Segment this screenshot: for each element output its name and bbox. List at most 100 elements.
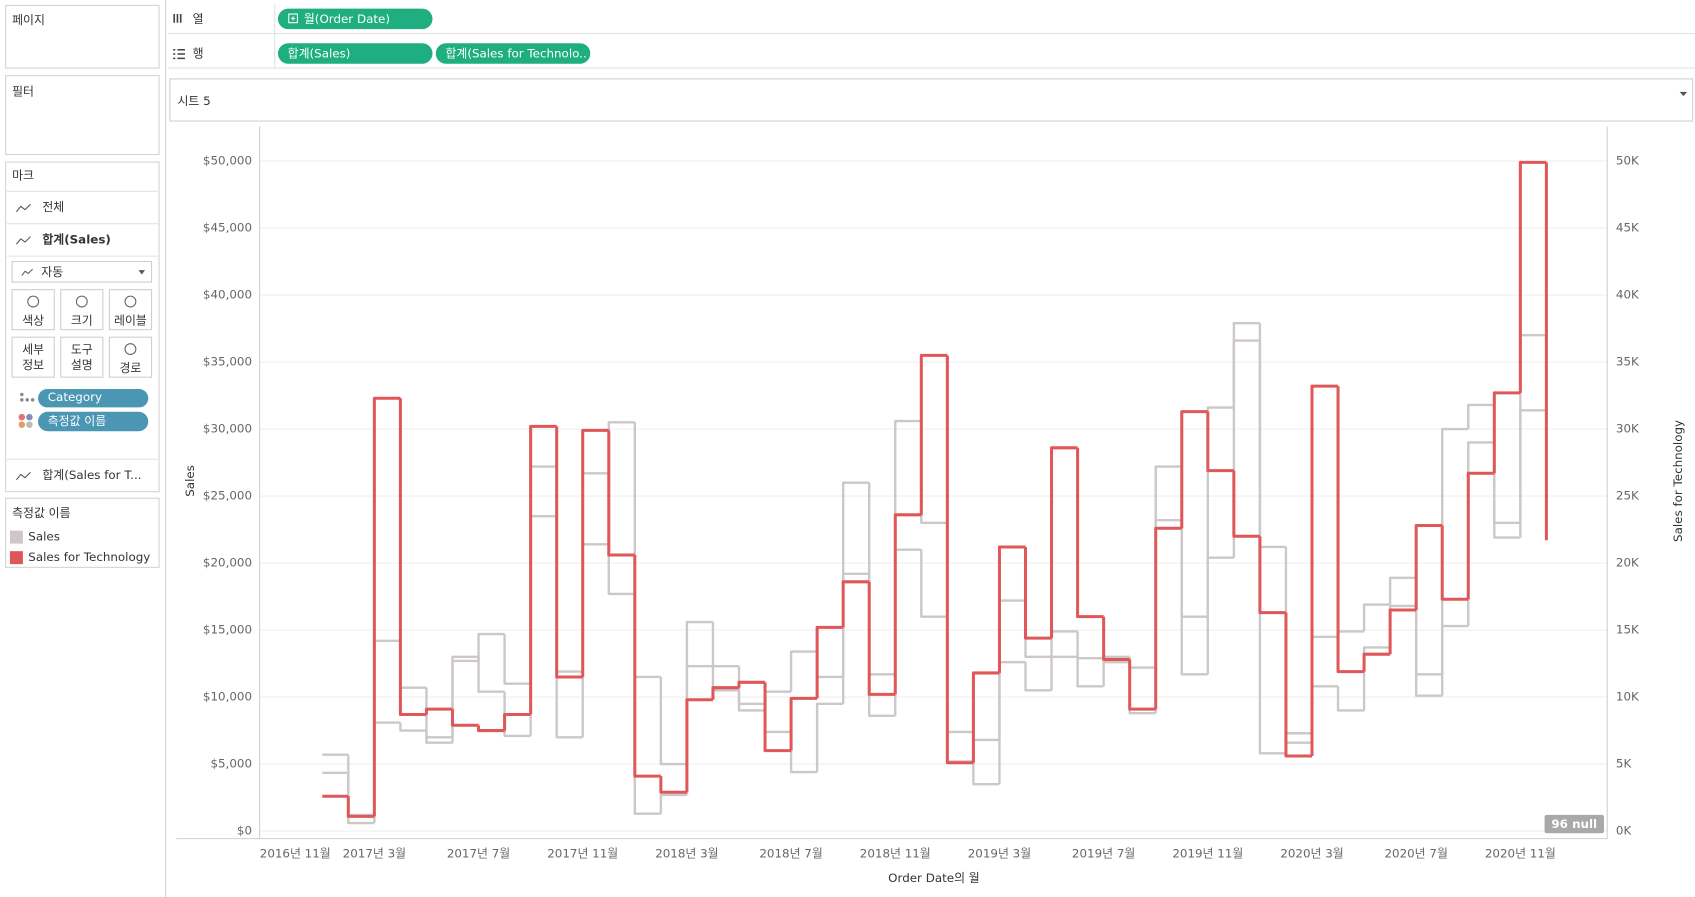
mark-button[interactable]: [11, 289, 55, 331]
pill-label: 측정값 이름: [48, 414, 106, 428]
y2-tick-label: 30K: [1616, 422, 1640, 436]
step-segment: [1388, 576, 1417, 605]
button-icon: [124, 343, 137, 356]
step-segment: [581, 428, 609, 677]
step-segment: [1336, 386, 1365, 674]
step-segment: [919, 353, 948, 515]
step-segment: [1180, 520, 1208, 676]
y-tick-label: $10,000: [203, 690, 252, 704]
step-segment: [1284, 612, 1312, 758]
step-segment: [920, 549, 948, 618]
row-pill[interactable]: [277, 43, 433, 64]
mark-button[interactable]: [60, 289, 104, 331]
step-segment: [789, 696, 818, 751]
step-segment: [685, 698, 713, 793]
step-segment: [945, 355, 974, 765]
step-segment: [503, 691, 531, 738]
step-segment: [789, 650, 818, 692]
mark-button[interactable]: [11, 336, 55, 378]
x-tick-label: 2018년 7월: [759, 846, 822, 860]
step-segment: [737, 690, 766, 712]
step-segment: [1050, 446, 1078, 639]
step-segment: [1076, 447, 1104, 619]
row-pill[interactable]: [435, 43, 591, 64]
null-indicator[interactable]: [1544, 814, 1605, 834]
button-label: 도구: [71, 343, 93, 357]
y-tick-label: $35,000: [203, 355, 252, 369]
step-segment: [841, 572, 870, 704]
x-tick-label: 2020년 3월: [1280, 846, 1343, 860]
mark-button[interactable]: [60, 336, 104, 378]
line-icon: [16, 203, 31, 213]
step-segment: [346, 796, 375, 818]
y-tick-label: $0: [237, 824, 252, 838]
step-segment: [529, 424, 557, 715]
legend-label: Sales: [28, 530, 60, 544]
button-icon: [75, 295, 88, 308]
y2-tick-label: 10K: [1616, 690, 1640, 704]
y-tick-label: $30,000: [203, 422, 252, 436]
line-icon: [16, 471, 31, 481]
x-tick-label: 2018년 11월: [860, 846, 931, 860]
step-segment: [450, 709, 479, 727]
step-segment: [347, 772, 375, 825]
step-segment: [1050, 655, 1078, 691]
marks-tech-card[interactable]: 합계(Sales for T...: [42, 468, 141, 482]
mark-type[interactable]: 자동: [41, 265, 63, 279]
step-segment: [763, 682, 792, 753]
step-segment: [607, 430, 635, 557]
y-tick-label: $5,000: [210, 757, 252, 771]
y2-tick-label: 0K: [1616, 824, 1633, 838]
filters-panel: [5, 75, 160, 156]
marks-all[interactable]: 전체: [42, 200, 64, 214]
step-segment: [1102, 616, 1130, 662]
step-segment: [737, 680, 766, 688]
button-label: 레이블: [114, 313, 147, 327]
measure-names-pill[interactable]: [38, 411, 149, 432]
step-segment: [659, 793, 687, 814]
step-segment: [1519, 409, 1547, 538]
x-tick-label: 2020년 11월: [1485, 846, 1556, 860]
button-label: 색상: [22, 313, 44, 327]
category-pill[interactable]: [38, 389, 149, 408]
null-indicator-label: 96 null: [1551, 817, 1597, 831]
filters-title: 필터: [12, 84, 34, 98]
step-segment: [1467, 403, 1495, 430]
step-segment: [1336, 686, 1365, 712]
button-icon: [124, 295, 137, 308]
x-tick-label: 2019년 7월: [1072, 846, 1135, 860]
step-segment: [1102, 655, 1130, 659]
pill-label: 합계(Sales): [288, 47, 351, 61]
step-segment: [607, 544, 635, 596]
step-segment: [1076, 656, 1104, 688]
step-segment: [1258, 536, 1286, 615]
step-segment: [815, 625, 844, 699]
button-icon: [27, 295, 40, 308]
step-segment: [972, 761, 1000, 786]
step-segment: [867, 581, 896, 696]
step-segment: [1362, 603, 1391, 632]
columns-icon: [173, 14, 182, 23]
y2-tick-label: 15K: [1616, 623, 1640, 637]
step-segment: [1206, 556, 1234, 675]
step-segment: [399, 722, 427, 732]
y2-tick-label: 20K: [1616, 556, 1640, 570]
y2-tick-label: 40K: [1616, 288, 1640, 302]
line-icon: [21, 268, 34, 276]
pill-label: 합계(Sales for Technolo..: [445, 47, 586, 61]
button-label: 설명: [71, 358, 93, 372]
x-tick-label: 2017년 11월: [547, 846, 618, 860]
x-tick-label: 2019년 3월: [968, 846, 1031, 860]
x-tick-label: 2020년 7월: [1384, 846, 1447, 860]
rows-label: 행: [193, 47, 204, 61]
legend-swatch: [9, 530, 23, 544]
step-segment: [659, 776, 687, 794]
step-segment: [1441, 624, 1469, 696]
column-pill[interactable]: [277, 8, 433, 30]
legend-title: 측정값 이름: [12, 506, 70, 520]
marks-sales-card[interactable]: 합계(Sales): [42, 232, 110, 246]
pill-label: 월(Order Date): [304, 12, 390, 26]
mark-type-dropdown[interactable]: [11, 260, 153, 283]
step-segment: [1023, 546, 1052, 640]
title-menu[interactable]: [1679, 91, 1688, 97]
